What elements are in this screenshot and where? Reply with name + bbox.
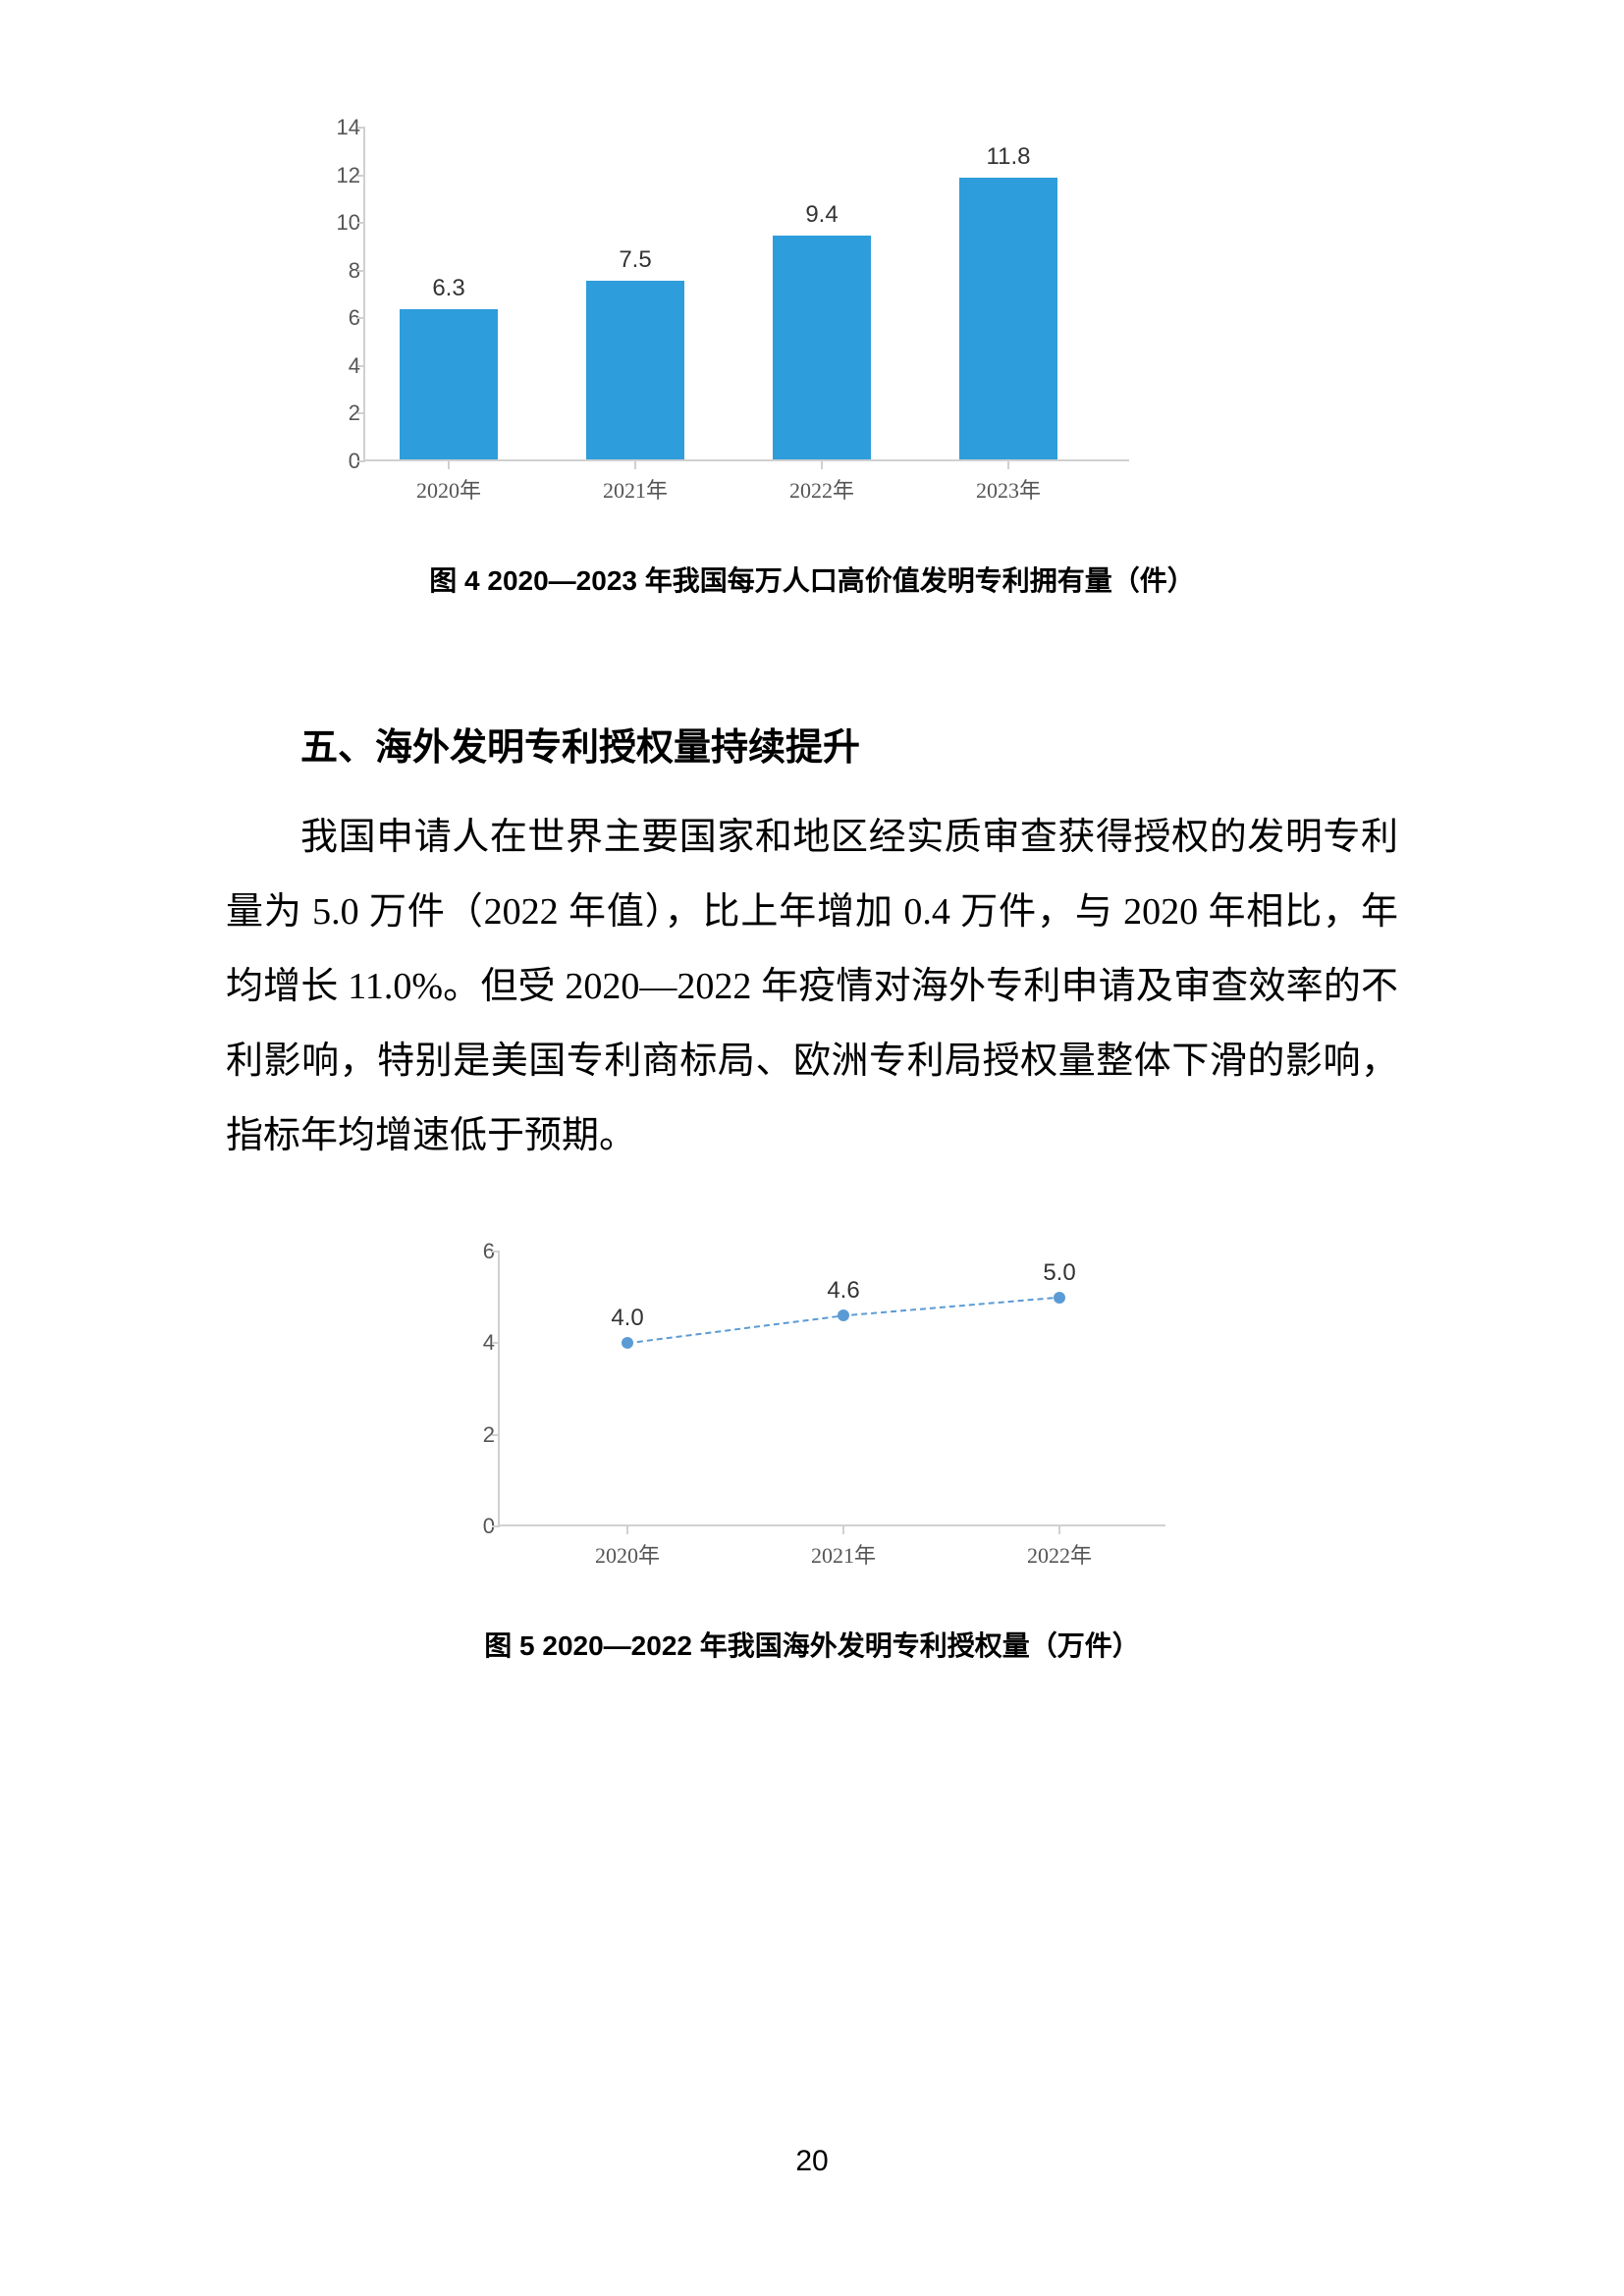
bar-chart-ytick-label: 14 — [316, 115, 360, 140]
line-chart-figure5: 0 2 4 6 4.0 2020年 4.6 2021年 5.0 2022年 — [439, 1242, 1185, 1575]
bar-chart-ytick-label: 12 — [316, 163, 360, 188]
bar-chart-bar: 7.5 — [586, 281, 684, 459]
section-5-heading: 五、海外发明专利授权量持续提升 — [226, 717, 1398, 771]
section-5-body: 我国申请人在世界主要国家和地区经实质审查获得授权的发明专利量为 5.0 万件（2… — [226, 800, 1398, 1173]
bar-chart-ytick-mark — [357, 270, 365, 272]
bar-chart-bar: 11.8 — [959, 178, 1057, 459]
bar-chart-ytick-label: 8 — [316, 258, 360, 284]
line-chart-ytick-label: 2 — [465, 1422, 495, 1448]
bar-chart-ytick-label: 2 — [316, 400, 360, 426]
bar-chart-ytick-mark — [357, 222, 365, 224]
line-chart-xtick-mark — [626, 1526, 628, 1534]
line-chart-ytick-mark — [492, 1342, 500, 1344]
bar-chart-xlabel: 2022年 — [789, 473, 854, 505]
line-chart-ytick-mark — [492, 1434, 500, 1436]
bar-chart-ytick-mark — [357, 127, 365, 129]
bar-chart-xtick-mark — [448, 461, 450, 469]
bar-chart-ytick-label: 0 — [316, 449, 360, 474]
bar-chart-ytick-mark — [357, 412, 365, 414]
bar-chart-xtick-mark — [821, 461, 823, 469]
line-chart-ytick-mark — [492, 1525, 500, 1527]
line-chart-marker — [622, 1337, 633, 1349]
bar-chart-ytick-mark — [357, 365, 365, 367]
figure5-caption: 图 5 2020—2022 年我国海外发明专利授权量（万件） — [226, 1625, 1398, 1664]
line-chart-marker — [838, 1309, 849, 1321]
bar-chart-xlabel: 2020年 — [416, 473, 481, 505]
bar-chart-ytick-mark — [357, 175, 365, 177]
line-chart-ytick-label: 0 — [465, 1514, 495, 1539]
bar-chart-bar: 9.4 — [773, 236, 871, 459]
bar-chart-ytick-mark — [357, 317, 365, 319]
bar-chart-ytick-label: 6 — [316, 305, 360, 331]
line-chart-xtick-mark — [1058, 1526, 1060, 1534]
line-chart-xtick-mark — [842, 1526, 844, 1534]
bar-chart-plot-area: 024681012146.32020年7.52021年9.42022年11.82… — [363, 128, 1129, 461]
page-container: 0 2 4 6 8 10 12 14 6.3 2020年 7.5 2021年 9.4 2022年 11.8 2… — [0, 0, 1624, 1762]
bar-chart-value-label: 11.8 — [987, 143, 1031, 171]
bar-chart-value-label: 6.3 — [432, 275, 464, 302]
bar-chart-ytick-label: 10 — [316, 210, 360, 236]
line-chart-ytick-label: 6 — [465, 1239, 495, 1264]
line-chart-value-label: 4.6 — [827, 1277, 859, 1305]
bar-chart-bar: 6.3 — [400, 309, 498, 459]
line-chart-value-label: 5.0 — [1043, 1258, 1075, 1286]
bar-chart-xlabel: 2023年 — [976, 473, 1041, 505]
bar-chart-xtick-mark — [634, 461, 636, 469]
bar-chart-value-label: 9.4 — [805, 201, 838, 229]
line-chart-xlabel: 2022年 — [1027, 1538, 1092, 1570]
bar-chart-xlabel: 2021年 — [603, 473, 668, 505]
line-chart-marker — [1054, 1292, 1065, 1304]
bar-chart-value-label: 7.5 — [619, 246, 651, 274]
line-chart-ytick-label: 4 — [465, 1330, 495, 1356]
line-chart-ytick-mark — [492, 1251, 500, 1253]
bar-chart-figure4: 0 2 4 6 8 10 12 14 6.3 2020年 7.5 2021年 9.4 2022年 11.8 2… — [285, 118, 1149, 510]
page-number: 20 — [795, 2145, 828, 2178]
bar-chart-ytick-label: 4 — [316, 353, 360, 379]
figure4-caption: 图 4 2020—2023 年我国每万人口高价值发明专利拥有量（件） — [226, 560, 1398, 599]
bar-chart-xtick-mark — [1007, 461, 1009, 469]
bar-chart-ytick-mark — [357, 460, 365, 462]
line-chart-plot-area: 02464.02020年4.62021年5.02022年 — [498, 1252, 1165, 1526]
line-chart-value-label: 4.0 — [611, 1305, 643, 1332]
line-chart-xlabel: 2020年 — [595, 1538, 660, 1570]
line-chart-xlabel: 2021年 — [811, 1538, 876, 1570]
